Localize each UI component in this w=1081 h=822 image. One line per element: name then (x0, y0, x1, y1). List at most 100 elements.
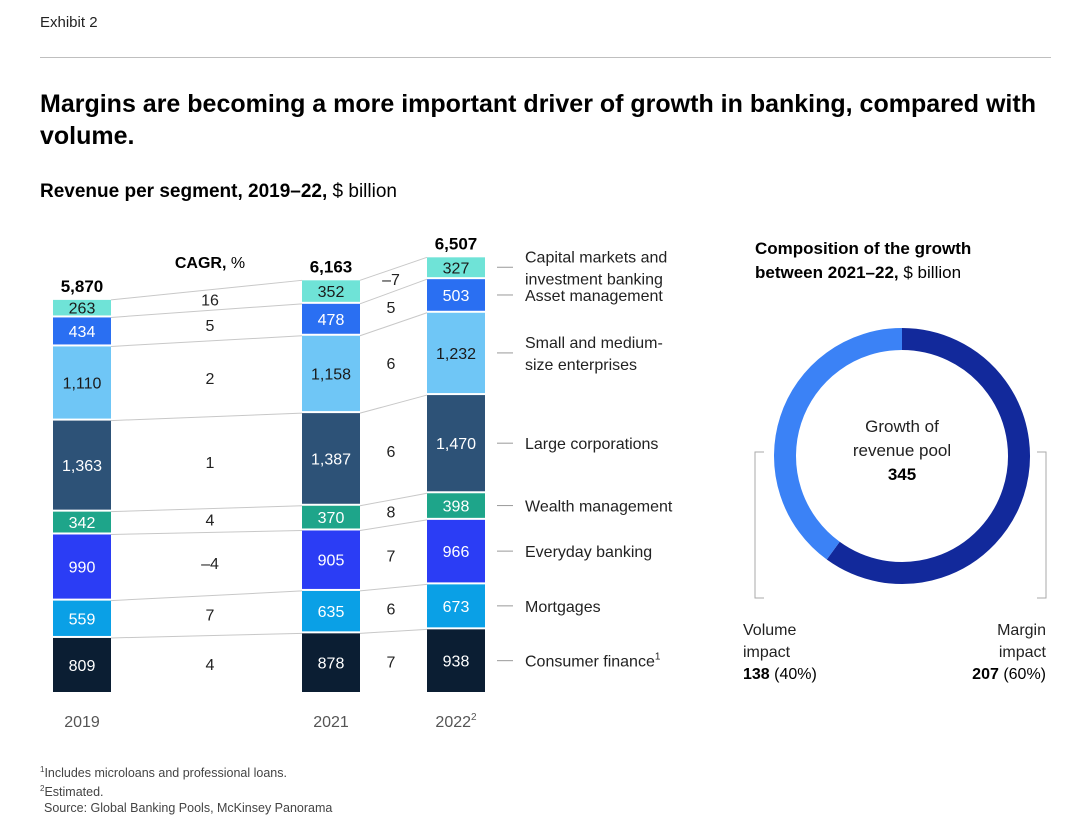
connector-line (110, 303, 303, 318)
legend-label: Capital markets and investment banking (525, 249, 667, 288)
connector-line (110, 505, 303, 513)
bar-wealth-management-2022 (427, 493, 485, 518)
legend-label: Wealth management (525, 499, 673, 516)
connector-line (110, 335, 303, 347)
bar-everyday-banking-2019 (53, 534, 111, 599)
footnote-2: 2Estimated. (40, 781, 332, 800)
bar-label-asset-management-2021: 478 (318, 312, 345, 329)
bar-label-mortgages-2022: 673 (443, 599, 470, 616)
connector-line (110, 632, 303, 639)
bar-consumer-finance-2022 (427, 629, 485, 692)
bar-small-and-medium-size-enterprises-2021 (302, 335, 360, 412)
cagr-2021-2022-value: 7 (387, 548, 396, 565)
header-divider (40, 57, 1051, 58)
bar-asset-management-2022 (427, 279, 485, 311)
bar-mortgages-2019 (53, 600, 111, 636)
donut-center-label: Growth of (865, 417, 939, 436)
chart-subtitle: Revenue per segment, 2019–22, $ billion (40, 181, 397, 203)
bar-asset-management-2021 (302, 303, 360, 334)
cagr-header: CAGR, % (175, 255, 245, 272)
bar-label-consumer-finance-2021: 878 (318, 656, 345, 673)
legend-label: Everyday banking (525, 544, 652, 561)
footnote-1: 1Includes microloans and professional lo… (40, 762, 332, 781)
bar-label-small-and-medium-size-enterprises-2019: 1,110 (63, 376, 102, 393)
bar-label-wealth-management-2021: 370 (318, 510, 345, 527)
legend-label: Asset management (525, 288, 663, 305)
footnote-source-text: Source: Global Banking Pools, McKinsey P… (44, 801, 333, 816)
bar-label-small-and-medium-size-enterprises-2021: 1,158 (311, 366, 351, 383)
cagr-2019-2021-value: 1 (206, 455, 215, 472)
cagr-2021-2022-value: 6 (387, 356, 396, 373)
connector-line (359, 278, 428, 305)
connector-line (359, 519, 428, 531)
bar-label-asset-management-2022: 503 (443, 288, 470, 305)
cagr-2019-2021-value: 2 (206, 371, 215, 388)
bar-consumer-finance-2019 (53, 637, 111, 692)
footnotes: 1Includes microloans and professional lo… (40, 762, 332, 816)
bar-everyday-banking-2022 (427, 519, 485, 583)
bar-small-and-medium-size-enterprises-2019 (53, 346, 111, 419)
total-label-2021: 6,163 (310, 257, 353, 276)
bar-asset-management-2019 (53, 317, 111, 345)
bar-label-consumer-finance-2019: 809 (69, 658, 96, 675)
cagr-2019-2021-value: 16 (201, 292, 219, 309)
bar-consumer-finance-2021 (302, 633, 360, 692)
connector-line (359, 256, 428, 281)
bar-label-capital-markets-and-investment-banking-2019: 263 (69, 301, 96, 318)
bar-capital-markets-and-investment-banking-2019 (53, 299, 111, 316)
volume-impact-value: 138 (40%) (743, 666, 817, 683)
bar-label-capital-markets-and-investment-banking-2021: 352 (318, 284, 345, 301)
bar-capital-markets-and-investment-banking-2021 (302, 280, 360, 302)
bar-small-and-medium-size-enterprises-2022 (427, 312, 485, 394)
cagr-2021-2022-value: 5 (387, 300, 396, 317)
cagr-2021-2022-value: 6 (387, 444, 396, 461)
bar-wealth-management-2021 (302, 505, 360, 529)
bar-large-corporations-2019 (53, 420, 111, 510)
connector-line (110, 412, 303, 422)
bar-label-wealth-management-2022: 398 (443, 499, 470, 516)
cagr-2019-2021-value: –4 (201, 556, 219, 573)
cagr-2019-2021-value: 7 (206, 608, 215, 625)
bar-capital-markets-and-investment-banking-2022 (427, 257, 485, 278)
donut-title: between 2021–22, $ billion (755, 263, 961, 282)
cagr-2021-2022-value: 6 (387, 602, 396, 619)
connector-line (359, 312, 428, 337)
bar-label-small-and-medium-size-enterprises-2022: 1,232 (436, 346, 476, 363)
legend-label: Consumer finance1 (525, 652, 661, 671)
bar-label-everyday-banking-2021: 905 (318, 553, 345, 570)
total-label-2019: 5,870 (61, 277, 104, 296)
cagr-2019-2021-value: 4 (206, 513, 215, 530)
donut-center-label: revenue pool (853, 441, 951, 460)
connector-line (359, 492, 428, 507)
bar-mortgages-2022 (427, 584, 485, 628)
bar-label-large-corporations-2019: 1,363 (62, 458, 102, 475)
margin-impact-label: impact (999, 644, 1047, 661)
legend-label: Small and medium-size enterprises (525, 335, 663, 374)
margin-impact-label: Margin (997, 622, 1046, 639)
volume-impact-label: impact (743, 644, 791, 661)
total-label-2022: 6,507 (435, 234, 478, 253)
volume-impact-label: Volume (743, 622, 796, 639)
legend-label: Mortgages (525, 599, 601, 616)
cagr-2021-2022-value: 8 (387, 504, 396, 521)
connector-line (359, 628, 428, 634)
chart-title: Margins are becoming a more important dr… (40, 90, 1036, 150)
bar-label-large-corporations-2021: 1,387 (311, 451, 351, 468)
cagr-2021-2022-value: 7 (387, 655, 396, 672)
x-tick-label-2019: 2019 (64, 714, 100, 731)
bar-label-capital-markets-and-investment-banking-2022: 327 (443, 260, 470, 277)
donut-slice-margin-impact (826, 328, 1030, 584)
connector-line (110, 529, 303, 535)
donut-center-value: 345 (888, 465, 916, 484)
bar-label-wealth-management-2019: 342 (69, 515, 96, 532)
donut-slice-volume-impact (774, 328, 903, 560)
bar-label-everyday-banking-2019: 990 (69, 560, 96, 577)
bar-large-corporations-2022 (427, 395, 485, 492)
bar-mortgages-2021 (302, 590, 360, 632)
bar-large-corporations-2021 (302, 413, 360, 504)
connector-line (110, 590, 303, 602)
bar-label-asset-management-2019: 434 (69, 324, 96, 341)
connector-line (359, 394, 428, 414)
cagr-2019-2021-value: 5 (206, 318, 215, 335)
footnote-2-sup: 2 (40, 784, 45, 794)
